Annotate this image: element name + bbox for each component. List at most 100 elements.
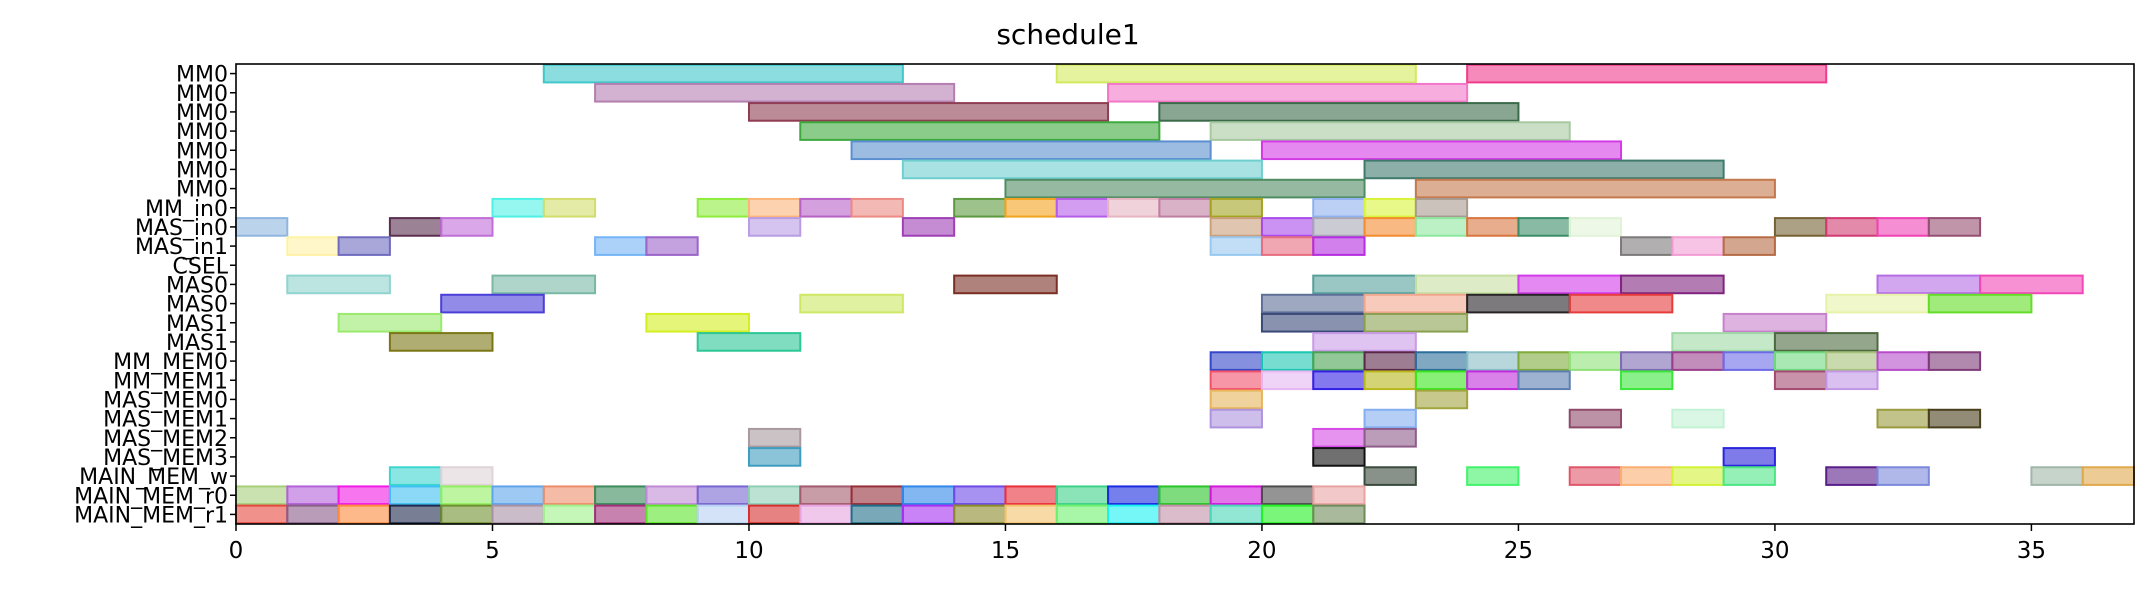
task-bar bbox=[645, 485, 699, 506]
task-bar bbox=[1620, 370, 1674, 391]
task-bar bbox=[2081, 466, 2135, 486]
task-bar bbox=[1671, 408, 1725, 429]
x-tick-label: 20 bbox=[1247, 538, 1276, 564]
task-bar bbox=[1260, 504, 1315, 525]
task-bar bbox=[235, 217, 289, 237]
task-bar bbox=[850, 140, 1212, 161]
task-bar bbox=[747, 217, 802, 237]
task-bar bbox=[1722, 236, 1776, 256]
task-bar bbox=[1466, 293, 1571, 314]
task-bar bbox=[1107, 504, 1161, 525]
task-bar bbox=[388, 466, 443, 486]
task-bar bbox=[1414, 197, 1469, 218]
task-bar bbox=[799, 121, 1161, 141]
task-bar bbox=[1363, 427, 1417, 448]
task-bar bbox=[1466, 370, 1520, 391]
task-bar bbox=[388, 485, 443, 506]
task-bar bbox=[1466, 63, 1828, 84]
task-bar bbox=[696, 485, 750, 506]
task-bar bbox=[1722, 447, 1776, 467]
task-bar bbox=[799, 197, 853, 218]
y-tick-label: MAS1 bbox=[166, 331, 228, 356]
x-tick-label: 15 bbox=[991, 538, 1020, 564]
task-bar bbox=[1158, 485, 1212, 506]
task-bar bbox=[1260, 217, 1315, 237]
y-tick-label: MAS_MEM3 bbox=[103, 446, 228, 471]
task-bar bbox=[1363, 351, 1417, 371]
task-bar bbox=[1107, 197, 1161, 218]
task-bar bbox=[1773, 370, 1828, 391]
task-bar bbox=[1671, 466, 1725, 486]
task-bar bbox=[1825, 351, 1879, 371]
task-bar bbox=[1773, 351, 1828, 371]
y-tick-label: MM_MEM1 bbox=[113, 369, 228, 394]
task-bar bbox=[1209, 236, 1263, 256]
task-bar bbox=[1876, 274, 1982, 295]
task-bar bbox=[1517, 217, 1571, 237]
task-bar bbox=[1773, 332, 1879, 352]
y-tick-label: MM_in0 bbox=[145, 197, 228, 222]
task-bar bbox=[1876, 351, 1930, 371]
task-bar bbox=[1363, 293, 1469, 314]
y-tick-label: MAS0 bbox=[166, 293, 228, 318]
task-bar bbox=[1260, 351, 1315, 371]
plot-frame bbox=[235, 63, 2135, 525]
task-bar bbox=[440, 217, 494, 237]
x-tick-label: 5 bbox=[485, 538, 500, 564]
task-bar bbox=[696, 332, 802, 352]
task-bar bbox=[1466, 217, 1520, 237]
task-bar bbox=[1927, 293, 2033, 314]
task-bar bbox=[1620, 351, 1674, 371]
y-tick-label: MAS_MEM0 bbox=[103, 388, 228, 413]
task-bar bbox=[1671, 236, 1725, 256]
task-bar bbox=[747, 485, 802, 506]
task-bar bbox=[1927, 408, 1982, 429]
task-bar bbox=[901, 504, 956, 525]
task-bar bbox=[1312, 274, 1417, 295]
y-tick-label: MM0 bbox=[176, 63, 228, 88]
task-bar bbox=[1568, 408, 1623, 429]
task-bar bbox=[594, 236, 648, 256]
y-tick-label: MM0 bbox=[176, 139, 228, 164]
task-bar bbox=[440, 504, 494, 525]
task-bar bbox=[286, 236, 340, 256]
task-bar bbox=[491, 485, 545, 506]
task-bar bbox=[850, 197, 904, 218]
y-axis-labels: MM0MM0MM0MM0MM0MM0MM0MM_in0MAS_in0MAS_in… bbox=[74, 63, 236, 528]
task-bar bbox=[1209, 504, 1263, 525]
x-tick-label: 35 bbox=[2017, 538, 2046, 564]
bars-layer bbox=[235, 63, 2135, 525]
task-bar bbox=[1004, 504, 1058, 525]
task-bar bbox=[1260, 236, 1315, 256]
task-bar bbox=[1671, 332, 1776, 352]
y-tick-label: MM0 bbox=[176, 120, 228, 145]
task-bar bbox=[1260, 140, 1623, 161]
task-bar bbox=[645, 504, 699, 525]
task-bar bbox=[901, 485, 956, 506]
task-bar bbox=[286, 485, 340, 506]
y-tick-label: MAIN_MEM_w bbox=[79, 465, 228, 490]
task-bar bbox=[1620, 274, 1725, 295]
task-bar bbox=[337, 236, 391, 256]
task-bar bbox=[1773, 217, 1828, 237]
task-bar bbox=[1158, 197, 1212, 218]
task-bar bbox=[1209, 351, 1263, 371]
task-bar bbox=[1312, 447, 1366, 467]
task-bar bbox=[1568, 293, 1674, 314]
task-bar bbox=[1414, 217, 1469, 237]
task-bar bbox=[1363, 370, 1417, 391]
task-bar bbox=[1466, 466, 1520, 486]
task-bar bbox=[1004, 197, 1058, 218]
task-bar bbox=[1004, 178, 1366, 199]
y-tick-label: CSEL bbox=[173, 254, 229, 279]
task-bar bbox=[440, 466, 494, 486]
x-tick-label: 30 bbox=[1760, 538, 1789, 564]
y-tick-label: MAS1 bbox=[166, 312, 228, 337]
chart-title: schedule1 bbox=[996, 18, 1139, 51]
task-bar bbox=[388, 332, 494, 352]
task-bar bbox=[542, 504, 597, 525]
task-bar bbox=[491, 274, 597, 295]
task-bar bbox=[1055, 63, 1417, 84]
task-bar bbox=[901, 217, 956, 237]
